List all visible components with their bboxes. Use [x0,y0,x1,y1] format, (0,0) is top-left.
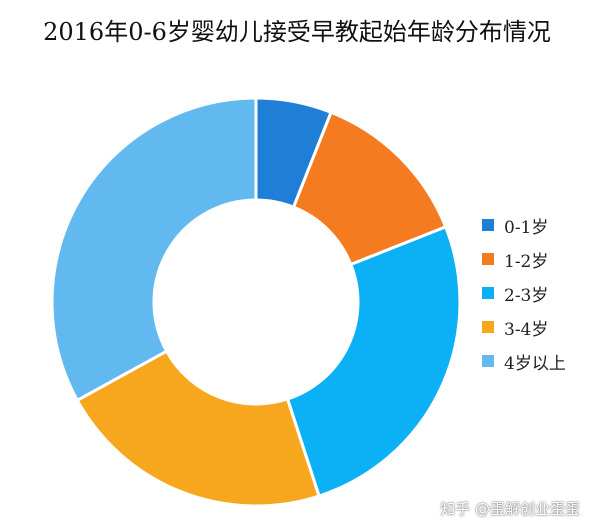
legend-swatch-1 [482,253,494,265]
legend: 0-1岁 1-2岁 2-3岁 3-4岁 4岁以上 [482,208,566,378]
legend-swatch-2 [482,287,494,299]
legend-label-0: 0-1岁 [504,217,549,238]
chart-title: 2016年0-6岁婴幼儿接受早教起始年龄分布情况 [43,18,551,46]
legend-item-2: 2-3岁 [482,276,566,310]
slice-2 [285,224,462,498]
legend-label-3: 3-4岁 [504,319,549,340]
slice-3 [75,349,321,508]
legend-item-4: 4岁以上 [482,344,566,378]
legend-swatch-4 [482,355,494,367]
watermark: 知乎 @蛋解创业蛋蛋 [440,500,580,518]
legend-label-2: 2-3岁 [504,285,549,306]
legend-item-1: 1-2岁 [482,242,566,276]
legend-label-4: 4岁以上 [504,353,566,374]
legend-swatch-3 [482,321,494,333]
legend-label-1: 1-2岁 [504,251,549,272]
legend-item-3: 3-4岁 [482,310,566,344]
legend-item-0: 0-1岁 [482,208,566,242]
slice-4 [50,96,258,403]
legend-swatch-0 [482,219,494,231]
